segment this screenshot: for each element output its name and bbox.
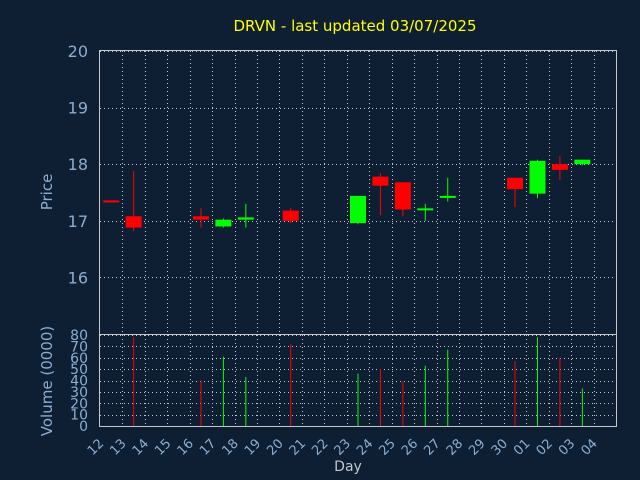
candlesticks: [103, 156, 591, 231]
x-tick-label: 20: [264, 436, 286, 458]
x-tick-label: 13: [107, 436, 129, 458]
x-tick-label: 28: [444, 436, 466, 458]
price-y-tick-label: 17: [68, 212, 88, 231]
candle-body: [192, 216, 209, 220]
x-tick-label: 27: [421, 436, 443, 458]
x-tick-label: 04: [578, 436, 600, 458]
volume-y-tick-label: 40: [70, 374, 88, 390]
x-tick-label: 16: [175, 436, 197, 458]
candle-body: [507, 177, 524, 190]
price-panel: 16 17 18 19 20 Price: [38, 42, 617, 335]
volume-y-tick-label: 20: [70, 396, 88, 412]
candle: [282, 208, 299, 224]
candle: [103, 200, 120, 203]
x-tick-label: 18: [219, 436, 241, 458]
candle-body: [103, 200, 120, 203]
x-tick-label: 15: [152, 436, 174, 458]
price-y-tick-labels: 16 17 18 19 20: [68, 42, 88, 287]
volume-frame: [99, 334, 617, 427]
volume-y-tick-label: 70: [70, 339, 88, 355]
price-axis-label: Price: [38, 174, 56, 211]
candle: [372, 173, 389, 216]
x-tick-label: 26: [399, 436, 421, 458]
volume-y-tick-label: 0: [79, 419, 88, 435]
candle: [439, 177, 456, 202]
candle: [125, 170, 142, 231]
x-tick-label: 14: [130, 436, 152, 458]
candle-body: [417, 208, 434, 211]
candle: [507, 177, 524, 208]
x-tick-label: 21: [287, 436, 309, 458]
candle-body: [574, 159, 591, 165]
candle-body: [394, 182, 411, 210]
x-tick-label: 12: [85, 436, 107, 458]
volume-y-tick-label: 50: [70, 362, 88, 378]
candle: [551, 156, 568, 181]
candle-body: [529, 160, 546, 194]
price-y-tick-label: 20: [68, 42, 88, 61]
x-tick-label: 29: [466, 436, 488, 458]
price-y-tick-label: 19: [68, 99, 88, 118]
candle-body: [215, 219, 232, 227]
candle-body: [439, 195, 456, 198]
volume-y-tick-label: 80: [70, 328, 88, 344]
candle-body: [125, 216, 142, 228]
x-tick-label: 23: [332, 436, 354, 458]
volume-y-tick-label: 60: [70, 351, 88, 367]
candle-body: [237, 217, 254, 220]
x-tick-label: 03: [556, 436, 578, 458]
candle: [574, 159, 591, 166]
x-tick-label: 19: [242, 436, 264, 458]
candle: [215, 218, 232, 228]
price-y-tick-label: 16: [68, 268, 88, 287]
x-tick-label: 30: [489, 436, 511, 458]
x-tick-label: 25: [377, 436, 399, 458]
candle-body: [282, 210, 299, 221]
volume-y-tick-label: 10: [70, 408, 88, 424]
chart-title: DRVN - last updated 03/07/2025: [233, 17, 476, 35]
x-tick-label: 02: [534, 436, 556, 458]
x-tick-label: 01: [511, 436, 533, 458]
candle: [350, 195, 366, 225]
candle: [192, 208, 209, 228]
volume-bars: [133, 337, 583, 426]
candle: [394, 182, 411, 217]
volume-axis-label: Volume (0000): [38, 326, 56, 436]
candle: [237, 203, 254, 228]
candle: [529, 159, 546, 199]
x-axis-label: Day: [334, 459, 362, 475]
candle-body: [372, 176, 389, 186]
x-tick-labels: 12 13 14 15 16 17 18 19 20 21 22 23 24 25 26 27 28 29 30 01…: [85, 436, 601, 458]
volume-y-tick-label: 30: [70, 385, 88, 401]
x-tick-label: 24: [354, 436, 376, 458]
candle: [417, 203, 434, 221]
candle-body: [350, 195, 366, 224]
x-tick-label: 17: [197, 436, 219, 458]
x-tick-label: 22: [309, 436, 331, 458]
candle-body: [551, 164, 568, 170]
price-y-tick-label: 18: [68, 155, 88, 174]
